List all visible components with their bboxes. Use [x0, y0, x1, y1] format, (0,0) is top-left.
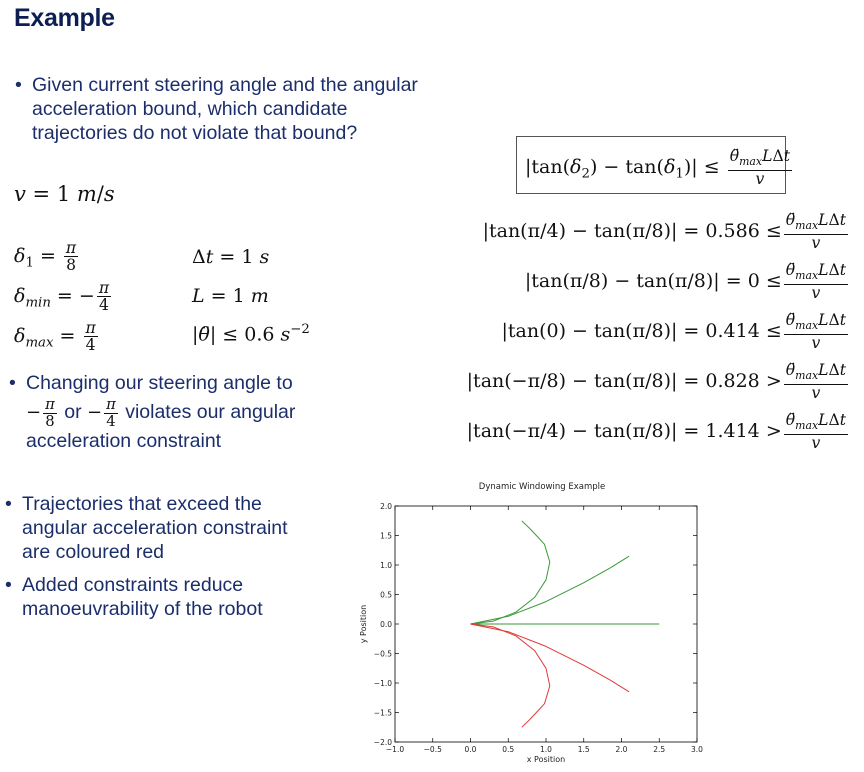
velocity-value: v = 1 m/s — [14, 182, 115, 206]
x-tick-label: 2.0 — [616, 745, 628, 754]
y-tick-label: −0.5 — [374, 650, 392, 659]
bullet-line: angular acceleration constraint — [22, 517, 288, 539]
bullet-line: Changing our steering angle to — [26, 372, 293, 394]
or-word: or — [64, 401, 82, 423]
bullet-dot: • — [9, 372, 16, 394]
y-tick-label: 1.5 — [380, 532, 392, 541]
x-tick-label: −1.0 — [386, 745, 404, 754]
equation-lhs: |tan(−π/8) − tan(π/8)| = 0.828 — [466, 369, 766, 392]
trajectory-line-1 — [470, 520, 551, 625]
equation-row: |tan(0) − tan(π/8)| = 0.414 ≤ θ̈maxLΔt v — [501, 312, 850, 352]
equation-rhs: θ̈maxLΔt v — [783, 311, 848, 353]
bullet-line: Given current steering angle and the ang… — [32, 74, 418, 96]
equation-lhs: |tan(−π/4) − tan(π/8)| = 1.414 — [466, 419, 766, 442]
bullet-red-trajectories: • Trajectories that exceed the angular a… — [5, 492, 288, 564]
y-tick-label: −1.5 — [374, 709, 392, 718]
equation-row: |tan(−π/8) − tan(π/8)| = 0.828 > θ̈maxLΔt… — [467, 362, 850, 402]
y-tick-label: −2.0 — [374, 738, 392, 747]
equation-row: |tan(−π/4) − tan(π/8)| = 1.414 > θ̈maxLΔt… — [467, 412, 850, 452]
y-tick-label: −1.0 — [374, 679, 392, 688]
bullet-line: are coloured red — [22, 541, 165, 563]
equation-operator: ≤ — [765, 269, 782, 292]
equation-rhs: θ̈maxLΔt v — [783, 261, 848, 303]
y-tick-label: 2.0 — [380, 502, 392, 511]
bullet-line: Added constraints reduce — [22, 574, 244, 596]
x-tick-label: 2.5 — [653, 745, 665, 754]
delta-min-value: δmin = − π 4 — [14, 279, 112, 315]
dt-value: Δt = 1 s — [192, 246, 270, 268]
x-axis-label: x Position — [527, 755, 565, 764]
length-value: L = 1 m — [192, 285, 269, 307]
bullet-line: acceleration constraint — [26, 430, 222, 452]
bullet-manoeuvrability: • Added constraints reduce manoeuvrabili… — [5, 573, 263, 621]
equation-lhs: |tan(π/4) − tan(π/8)| = 0.586 — [482, 219, 766, 242]
x-tick-label: 1.5 — [578, 745, 590, 754]
trajectory-line-2 — [470, 555, 630, 625]
bullet-dot: • — [5, 574, 12, 596]
bullet-line: − π 8 or − π 4 violates our angular — [26, 396, 296, 430]
equation-rhs: θ̈maxLΔt v — [783, 411, 848, 453]
x-tick-label: 1.0 — [540, 745, 552, 754]
equation-rhs: θ̈maxLΔt v — [783, 211, 848, 253]
x-tick-label: 0.0 — [465, 745, 477, 754]
equation-operator: ≤ — [765, 219, 782, 242]
bullet-question: • Given current steering angle and the a… — [15, 73, 418, 145]
x-tick-label: −0.5 — [424, 745, 442, 754]
equation-operator: ≤ — [765, 319, 782, 342]
equation-operator: > — [765, 369, 782, 392]
bullet-line: acceleration bound, which candidate — [32, 98, 348, 120]
equation-rhs: θ̈maxLΔt v — [783, 361, 848, 403]
slide-title: Example — [14, 4, 115, 32]
chart-svg: Dynamic Windowing Example −1.0 −0.5 0.0 0.5… — [359, 482, 703, 764]
x-tick-label: 3.0 — [691, 745, 703, 754]
equation-row: |tan(π/4) − tan(π/8)| = 0.586 ≤ θ̈maxLΔt v — [483, 212, 850, 252]
equation-operator: > — [765, 419, 782, 442]
bullet-steering: • Changing our steering angle to − π 8 or … — [9, 371, 296, 453]
bound-formula: |tan(δ2) − tan(δ1)| ≤ θ̈maxLΔt v — [525, 147, 792, 189]
y-axis-label: y Position — [359, 605, 368, 643]
equation-lhs: |tan(0) − tan(π/8)| = 0.414 — [501, 319, 766, 342]
theta-bound-value: |θ̈| ≤ 0.6 s−2 — [192, 322, 310, 346]
y-tick-label: 0.0 — [380, 620, 392, 629]
y-tick-label: 1.0 — [380, 561, 392, 570]
bullet-line: manoeuvrability of the robot — [22, 598, 263, 620]
equation-lhs: |tan(π/8) − tan(π/8)| = 0 — [524, 269, 766, 292]
trajectory-line-5 — [470, 623, 551, 728]
bullet-line: trajectories do not violate that bound? — [32, 122, 358, 144]
x-tick-label: 0.5 — [502, 745, 514, 754]
bullet-dot: • — [15, 74, 22, 96]
dynamic-windowing-chart: Dynamic Windowing Example −1.0 −0.5 0.0 0.5… — [355, 478, 710, 767]
equation-row: |tan(π/8) − tan(π/8)| = 0 ≤ θ̈maxLΔt v — [525, 262, 850, 302]
bound-formula-box: |tan(δ2) − tan(δ1)| ≤ θ̈maxLΔt v — [516, 136, 792, 194]
trajectory-line-4 — [470, 623, 630, 693]
bullet-dot: • — [5, 493, 12, 515]
bullet-line: Trajectories that exceed the — [22, 493, 262, 515]
chart-title: Dynamic Windowing Example — [479, 482, 605, 492]
y-tick-label: 0.5 — [380, 591, 392, 600]
violates-text: violates our angular — [125, 401, 296, 423]
